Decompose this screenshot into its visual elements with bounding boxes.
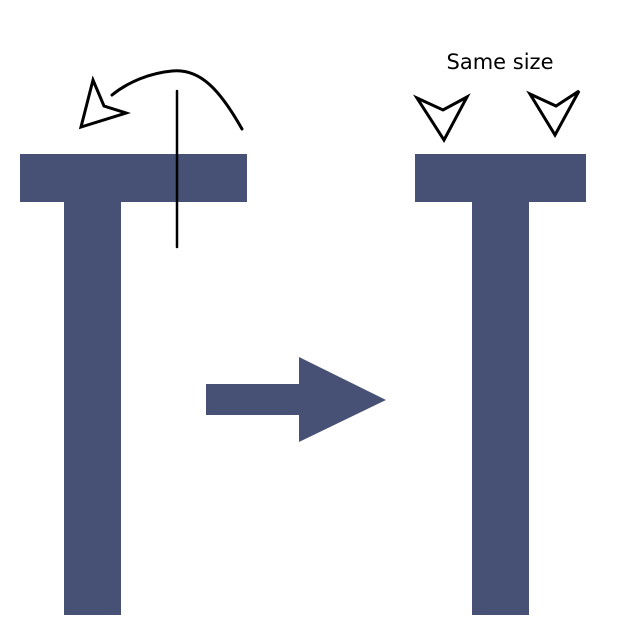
curved-arrow-head	[78, 75, 131, 130]
left-t-crossbar	[20, 154, 247, 202]
same-size-caption: Same size	[446, 50, 554, 74]
right-t-shape	[415, 154, 586, 615]
right-t-stem	[472, 202, 529, 615]
right-arrow-icon	[206, 357, 386, 442]
curved-arrow-icon	[78, 69, 244, 131]
right-t-crossbar	[415, 154, 586, 202]
arrowhead-marker-icon	[526, 89, 581, 138]
curved-arrow-arc	[110, 69, 244, 131]
left-t-stem	[64, 202, 121, 615]
arrowhead-marker-icon	[412, 93, 471, 143]
left-t-shape	[20, 154, 247, 615]
